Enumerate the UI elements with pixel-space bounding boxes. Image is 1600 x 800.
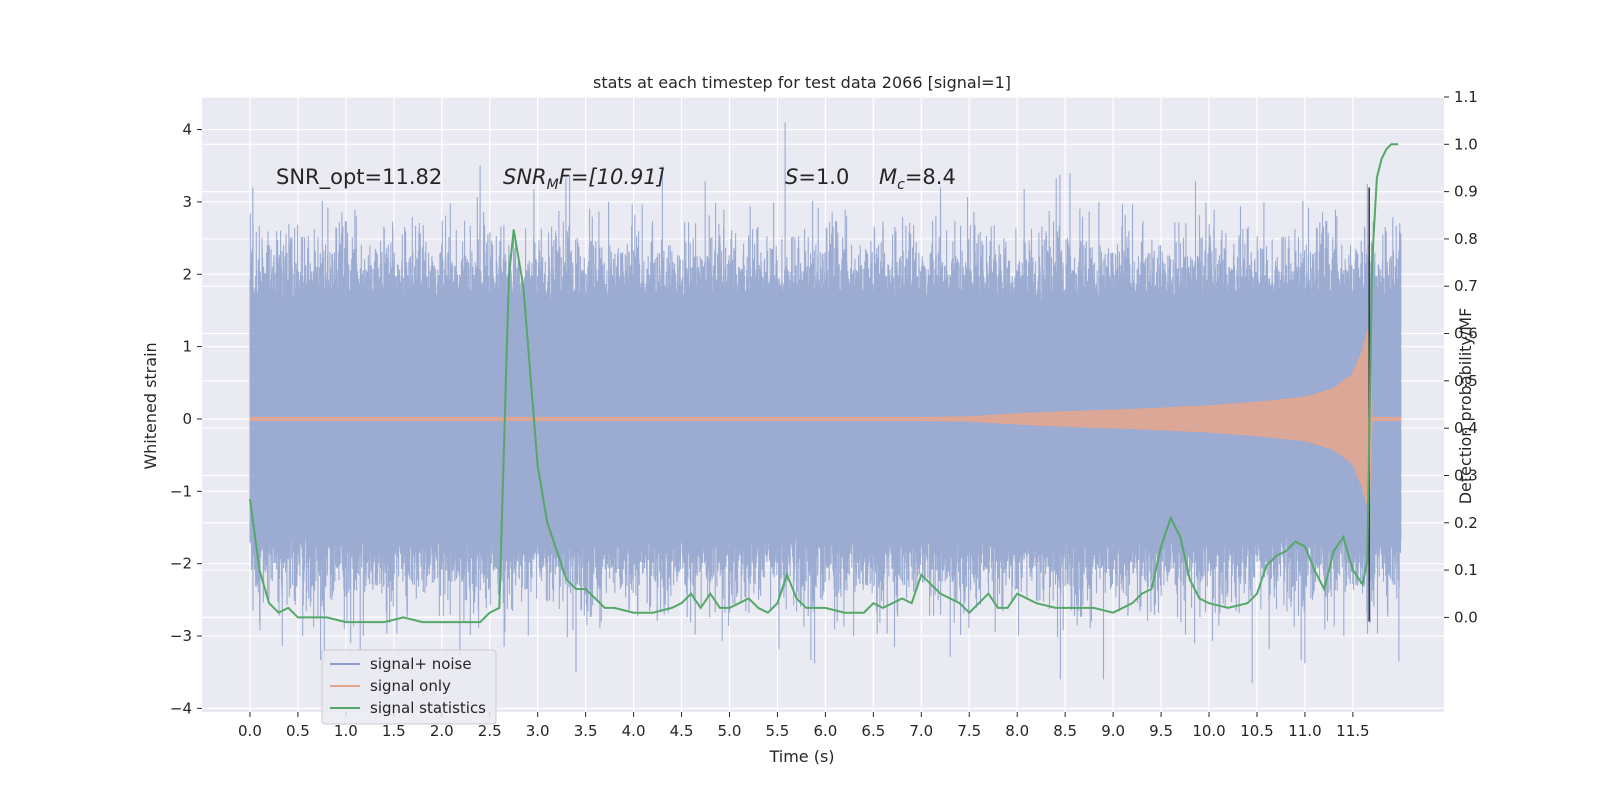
y-right-tick-label: 0.4 xyxy=(1454,419,1478,437)
y-right-tick-label: 0.8 xyxy=(1454,230,1478,248)
y-right-tick-label: 0.5 xyxy=(1454,372,1478,390)
y-right-tick-label: 0.7 xyxy=(1454,277,1478,295)
y-right-tick-label: 0.1 xyxy=(1454,561,1478,579)
y-tick-label: 4 xyxy=(182,121,192,139)
annotation-s-value: =1.0 xyxy=(798,165,849,189)
x-tick-label: 5.0 xyxy=(718,722,742,740)
legend-label-signal-only: signal only xyxy=(370,677,451,695)
y-tick-label: 2 xyxy=(182,265,192,283)
x-tick-label: 4.0 xyxy=(622,722,646,740)
annotation-s: S=1.0 xyxy=(785,165,849,189)
x-tick-label: 0.0 xyxy=(238,722,262,740)
axis-ticks: 0.0 0.5 1.0 1.5 2.0 2.5 3.0 3.5 4.0 4.5 5.0 5.5 6.0 6… xyxy=(170,88,1478,740)
x-tick-label: 8.0 xyxy=(1005,722,1029,740)
x-tick-label: 2.0 xyxy=(430,722,454,740)
x-tick-label: 9.0 xyxy=(1101,722,1125,740)
y-tick-label: 3 xyxy=(182,193,192,211)
x-tick-label: 6.5 xyxy=(861,722,885,740)
annotation-snr-opt: SNR_opt=11.82 xyxy=(276,165,442,190)
x-tick-label: 11.0 xyxy=(1288,722,1321,740)
annotation-mc-base: M xyxy=(879,165,897,189)
annotation-mc-sub: c xyxy=(897,177,905,193)
x-tick-label: 2.5 xyxy=(478,722,502,740)
annotation-mc: Mc=8.4 xyxy=(879,165,956,193)
x-tick-label: 3.0 xyxy=(526,722,550,740)
y-tick-label: −1 xyxy=(170,482,192,500)
x-axis-label: Time (s) xyxy=(768,747,834,766)
y-right-tick-label: 0.0 xyxy=(1454,608,1478,626)
series-line-signal-statistics xyxy=(249,143,1398,624)
y-tick-label: −4 xyxy=(170,699,192,717)
series-signal-statistics xyxy=(249,143,1398,624)
x-tick-label: 7.0 xyxy=(909,722,933,740)
y-right-tick-label: 1.0 xyxy=(1454,135,1478,153)
y-tick-label: −2 xyxy=(170,555,192,573)
x-tick-label: 9.5 xyxy=(1149,722,1173,740)
chart-title: stats at each timestep for test data 206… xyxy=(593,73,1011,92)
annotation-snr-mf-sub: M xyxy=(547,177,559,193)
y-axis-label-right: Detection probability/MF xyxy=(1456,308,1475,505)
y-tick-label: 0 xyxy=(182,410,192,428)
x-tick-label: 4.5 xyxy=(670,722,694,740)
x-tick-label: 10.0 xyxy=(1192,722,1225,740)
x-tick-label: 1.0 xyxy=(334,722,358,740)
x-tick-label: 10.5 xyxy=(1240,722,1273,740)
y-tick-label: −3 xyxy=(170,627,192,645)
annotation-snr-mf: SNRMF=[10.91] xyxy=(503,165,665,193)
series-area-signal-only xyxy=(249,324,1402,514)
y-right-tick-label: 0.2 xyxy=(1454,514,1478,532)
y-right-tick-label: 0.9 xyxy=(1454,183,1478,201)
legend-label-signal-statistics: signal statistics xyxy=(370,699,486,717)
annotation-s-symbol: S xyxy=(785,165,798,189)
legend-label-signal-plus-noise: signal+ noise xyxy=(370,655,472,673)
x-tick-label: 5.5 xyxy=(766,722,790,740)
y-right-tick-label: 1.1 xyxy=(1454,88,1478,106)
y-axis-label-left: Whitened strain xyxy=(141,342,160,469)
y-right-tick-label: 0.6 xyxy=(1454,325,1478,343)
y-right-tick-label: 0.3 xyxy=(1454,466,1478,484)
annotation-snr-mf-base: SNR xyxy=(503,165,547,189)
y-tick-label: 1 xyxy=(182,338,192,356)
annotation-snr-mf-rest: F=[10.91] xyxy=(559,165,665,189)
x-tick-label: 3.5 xyxy=(574,722,598,740)
x-tick-label: 0.5 xyxy=(286,722,310,740)
x-tick-label: 8.5 xyxy=(1053,722,1077,740)
legend: signal+ noise signal only signal statist… xyxy=(321,649,497,725)
x-tick-label: 11.5 xyxy=(1336,722,1369,740)
legend-box xyxy=(321,649,497,725)
x-tick-label: 7.5 xyxy=(957,722,981,740)
x-tick-label: 6.0 xyxy=(813,722,837,740)
x-tick-label: 1.5 xyxy=(382,722,406,740)
annotation-mc-value: =8.4 xyxy=(905,165,956,189)
